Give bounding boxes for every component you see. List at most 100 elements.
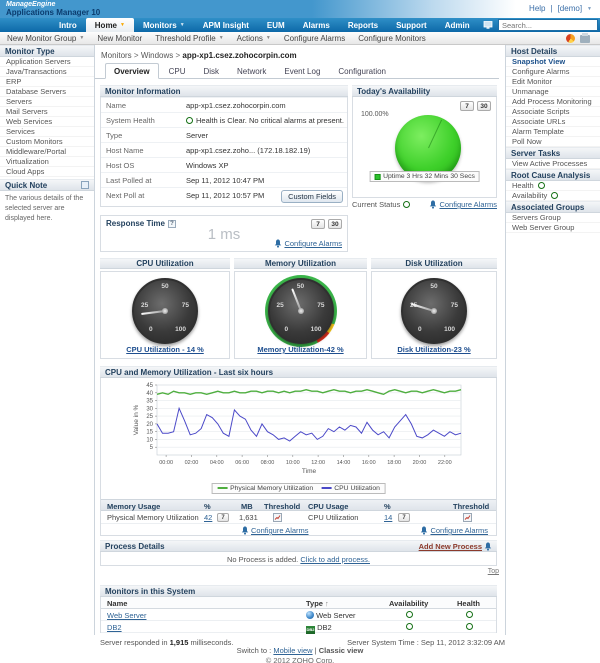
tab-overview[interactable]: Overview <box>105 63 159 79</box>
configure-monitors-button[interactable]: Configure Monitors <box>358 34 426 43</box>
sidebar-item-edit-monitor[interactable]: Edit Monitor <box>506 77 600 87</box>
db2-link[interactable]: DB2 <box>107 623 122 632</box>
memory-gauge-header: Memory Utilization <box>234 258 367 269</box>
actions-menu[interactable]: Actions▼ <box>237 34 271 43</box>
disk-utilization-link[interactable]: Disk Utilization-23 % <box>397 345 470 354</box>
sidebar-item-cloud-apps[interactable]: Cloud Apps <box>0 167 94 177</box>
svg-text:10: 10 <box>146 437 153 443</box>
memory-utilization-link[interactable]: Memory Utilization-42 % <box>257 345 343 354</box>
utilization-chart-card: CPU and Memory Utilization - Last six ho… <box>100 366 497 536</box>
nav-tab-monitors[interactable]: Monitors ▼ <box>134 18 194 32</box>
seven-day-chart-button[interactable]: 7 <box>460 101 474 111</box>
sidebar-item-custom-monitors[interactable]: Custom Monitors <box>0 137 94 147</box>
configure-alarms-link[interactable]: Configure Alarms <box>274 239 342 248</box>
search-input[interactable] <box>499 21 600 30</box>
user-menu[interactable]: [demo] <box>558 4 582 13</box>
seven-day-report-button[interactable]: 7 <box>398 513 410 522</box>
cpu-utilization-link[interactable]: CPU Utilization - 14 % <box>126 345 204 354</box>
sidebar-item-erp[interactable]: ERP <box>0 77 94 87</box>
add-new-process-label: Add New Process <box>419 542 482 551</box>
web-server-link[interactable]: Web Server <box>107 611 146 620</box>
gauge-scale-label: 50 <box>430 283 437 290</box>
sidebar-item-poll-now[interactable]: Poll Now <box>506 137 600 147</box>
col-threshold: Threshold <box>264 502 300 511</box>
seven-day-report-button[interactable]: 7 <box>217 513 229 522</box>
add-process-link[interactable]: Click to add process. <box>300 555 370 564</box>
sidebar-item-java-transactions[interactable]: Java/Transactions <box>0 67 94 77</box>
rca-health-row[interactable]: Health <box>506 181 600 191</box>
help-link[interactable]: Help <box>529 4 545 13</box>
threshold-profile-menu[interactable]: Threshold Profile▼ <box>155 34 223 43</box>
quick-note-title: Quick Note <box>5 181 47 190</box>
sidebar-item-unmanage[interactable]: Unmanage <box>506 87 600 97</box>
threshold-icon[interactable] <box>463 513 472 522</box>
nav-tab-admin[interactable]: Admin <box>436 18 479 32</box>
nav-tab-support[interactable]: Support <box>387 18 436 32</box>
info-label: Host OS <box>101 161 186 170</box>
col-mb: MB <box>241 502 253 511</box>
sidebar-item-web-services[interactable]: Web Services <box>0 117 94 127</box>
new-monitor-button[interactable]: New Monitor <box>97 34 142 43</box>
sidebar-item-snapshot-view[interactable]: Snapshot View <box>506 57 600 67</box>
sidebar-item-servers[interactable]: Servers <box>0 97 94 107</box>
sidebar-item-associate-urls[interactable]: Associate URLs <box>506 117 600 127</box>
sort-asc-icon[interactable]: ↑ <box>325 599 329 608</box>
search-box <box>498 19 598 31</box>
info-value: app-xp1.csez.zohocorpin.com <box>186 101 286 110</box>
svg-text:45: 45 <box>146 383 153 389</box>
tab-disk[interactable]: Disk <box>195 64 227 78</box>
root-cause-analysis-title: Root Cause Analysis <box>511 171 590 180</box>
sidebar-item-configure-alarms[interactable]: Configure Alarms <box>506 67 600 77</box>
threshold-icon[interactable] <box>273 513 282 522</box>
gauge-scale-label: 100 <box>175 326 186 333</box>
top-link[interactable]: Top <box>488 568 499 575</box>
new-monitor-group-menu[interactable]: New Monitor Group▼ <box>7 34 84 43</box>
nav-tab-home[interactable]: Home ▼ <box>86 18 134 32</box>
sidebar-item-web-server-group[interactable]: Web Server Group <box>506 223 600 233</box>
sidebar-item-associate-scripts[interactable]: Associate Scripts <box>506 107 600 117</box>
sidebar-item-application-servers[interactable]: Application Servers <box>0 57 94 67</box>
mobile-view-link[interactable]: Mobile view <box>273 646 312 655</box>
tab-network[interactable]: Network <box>229 64 274 78</box>
configure-alarms-link[interactable]: Configure Alarms <box>420 526 488 535</box>
configure-alarms-button[interactable]: Configure Alarms <box>284 34 345 43</box>
monitor-icon[interactable] <box>483 21 493 29</box>
sidebar-item-view-active-processes[interactable]: View Active Processes <box>506 159 600 169</box>
svg-text:00:00: 00:00 <box>159 460 173 466</box>
memory-percent-link[interactable]: 42 <box>204 513 212 522</box>
add-new-process-link[interactable]: Add New Process <box>419 542 492 551</box>
custom-fields-button[interactable]: Custom Fields <box>281 190 343 203</box>
gauge-scale-label: 50 <box>297 283 304 290</box>
configure-alarms-link[interactable]: Configure Alarms <box>241 526 309 535</box>
info-row-name: Nameapp-xp1.csez.zohocorpin.com <box>101 97 347 112</box>
printer-icon[interactable] <box>580 35 590 43</box>
sidebar-item-add-process-monitoring[interactable]: Add Process Monitoring <box>506 97 600 107</box>
note-icon[interactable] <box>81 181 89 189</box>
tab-event-log[interactable]: Event Log <box>276 64 328 78</box>
breadcrumb-windows[interactable]: Windows <box>141 51 173 60</box>
thirty-day-chart-button[interactable]: 30 <box>477 101 491 111</box>
nav-tab-eum[interactable]: EUM <box>258 18 294 32</box>
cpu-percent-link[interactable]: 14 <box>384 513 392 522</box>
configure-alarms-link[interactable]: Configure Alarms <box>429 200 497 209</box>
sidebar-item-alarm-template[interactable]: Alarm Template <box>506 127 600 137</box>
sidebar-item-middleware-portal[interactable]: Middleware/Portal <box>0 147 94 157</box>
breadcrumb-monitors[interactable]: Monitors <box>101 51 132 60</box>
pie-chart-icon[interactable] <box>566 34 575 43</box>
nav-tab-intro[interactable]: Intro <box>50 18 86 32</box>
nav-tab-apm-insight[interactable]: APM Insight <box>194 18 258 32</box>
nav-tab-reports[interactable]: Reports <box>339 18 387 32</box>
sidebar-item-servers-group[interactable]: Servers Group <box>506 213 600 223</box>
sidebar-item-database-servers[interactable]: Database Servers <box>0 87 94 97</box>
nav-tab-alarms[interactable]: Alarms <box>294 18 339 32</box>
sidebar-item-mail-servers[interactable]: Mail Servers <box>0 107 94 117</box>
sidebar-item-services[interactable]: Services <box>0 127 94 137</box>
rca-availability-row[interactable]: Availability <box>506 191 600 201</box>
memory-mb-value: 1,631 <box>239 513 258 522</box>
manageengine-logo: ManageEngine Applications Manager 10 <box>6 1 100 17</box>
sidebar-item-virtualization[interactable]: Virtualization <box>0 157 94 167</box>
tab-configuration[interactable]: Configuration <box>330 64 394 78</box>
svg-text:12:00: 12:00 <box>311 460 325 466</box>
memory-gauge-title: Memory Utilization <box>265 259 336 268</box>
tab-cpu[interactable]: CPU <box>161 64 194 78</box>
